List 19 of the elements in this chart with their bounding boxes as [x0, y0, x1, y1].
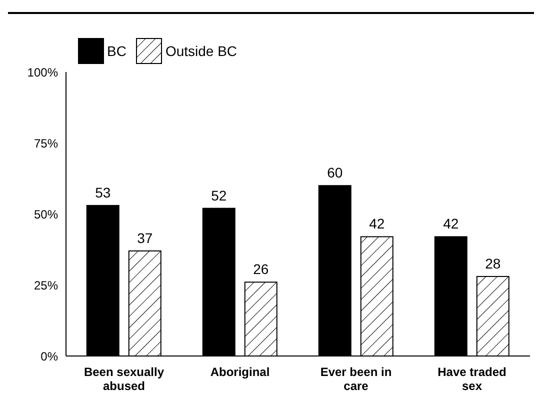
y-tick-label: 25%	[34, 278, 58, 292]
legend-label: BC	[107, 43, 126, 59]
data-label: 37	[137, 230, 153, 246]
x-tick-label: Have traded sex	[438, 365, 506, 393]
x-tick-label: Ever been in care	[320, 365, 392, 393]
legend-label: Outside BC	[165, 43, 238, 59]
data-label: 42	[369, 216, 385, 232]
y-tick-label: 50%	[34, 207, 58, 222]
data-label: 60	[327, 164, 343, 181]
data-label: 52	[211, 187, 227, 204]
data-label: 53	[95, 184, 111, 200]
data-label: 42	[443, 216, 459, 232]
data-label: 26	[253, 261, 269, 278]
x-tick-label: Been sexually abused	[84, 365, 164, 393]
data-label: 28	[485, 255, 501, 272]
y-tick-label: 100%	[27, 65, 58, 80]
y-tick-label: 0%	[40, 349, 58, 364]
y-tick-label: 75%	[34, 136, 58, 150]
x-tick-label: Aboriginal	[210, 365, 270, 379]
